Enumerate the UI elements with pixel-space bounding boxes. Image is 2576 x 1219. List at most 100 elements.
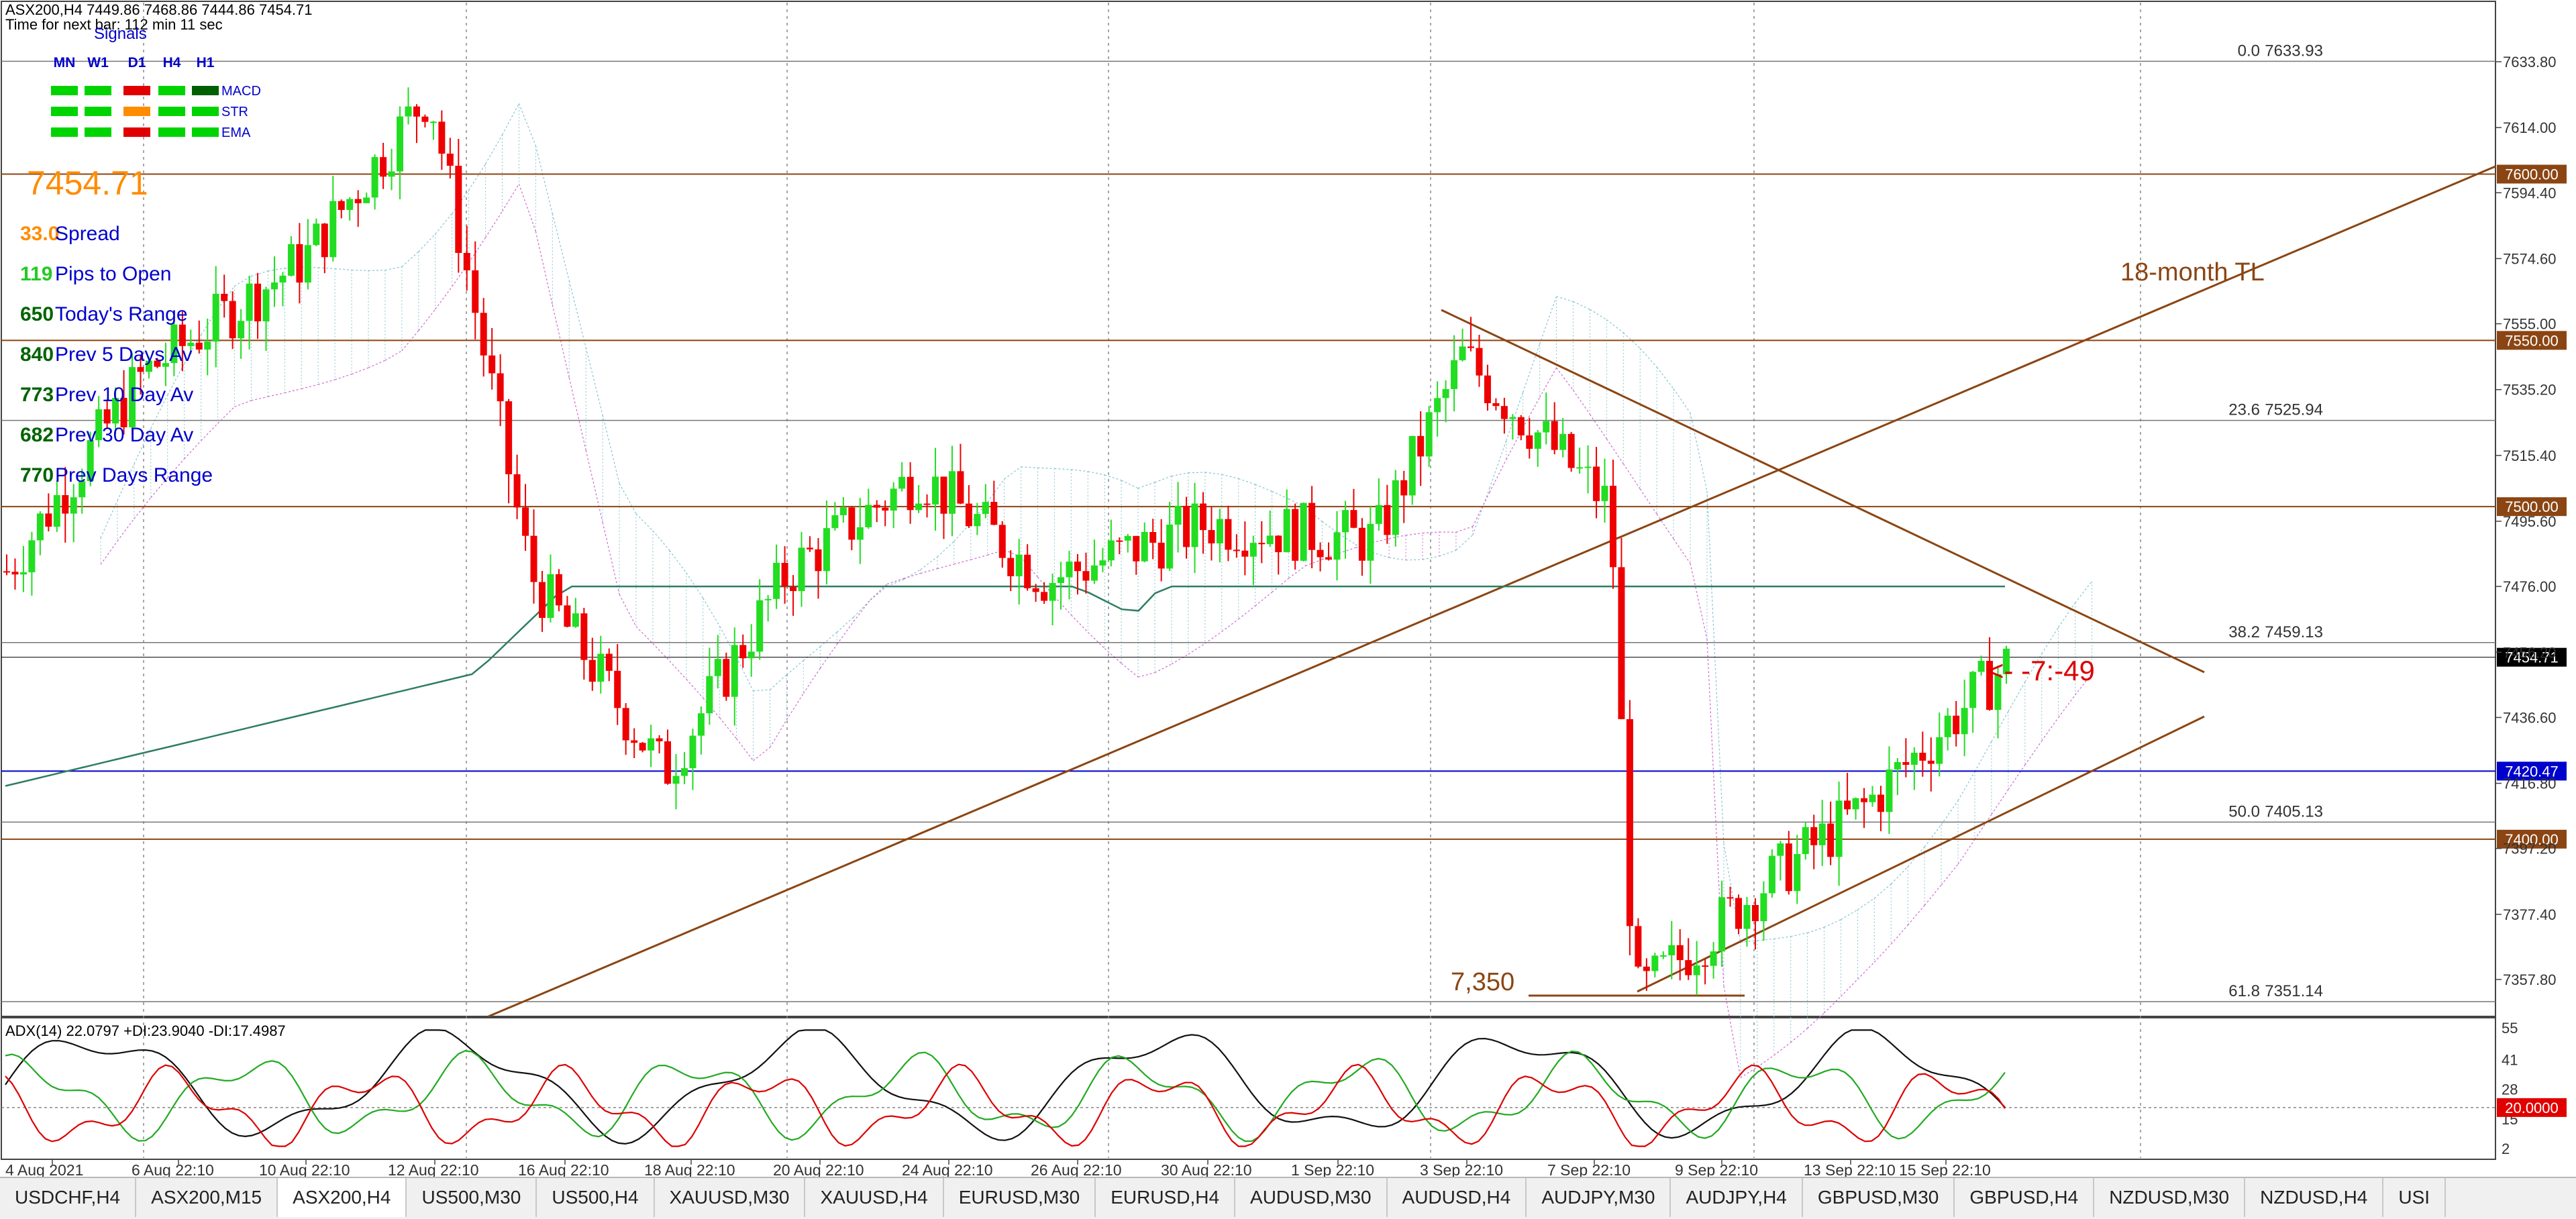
candle-body [1794, 854, 1800, 891]
candle-body [1007, 558, 1014, 576]
tab-nzdusd-h4[interactable]: NZDUSD,H4 [2245, 1178, 2383, 1217]
tab-nzdusd-m30[interactable]: NZDUSD,M30 [2094, 1178, 2245, 1217]
signal-cell [123, 127, 150, 137]
info-value: 840 [20, 343, 54, 366]
price-tick-label: 7416.80 [2503, 776, 2557, 792]
candle-body [957, 471, 964, 503]
candle-body [514, 474, 521, 508]
fib-level: 23.6 [2228, 401, 2260, 419]
candle-body [756, 600, 763, 652]
tab-usdchf-h4[interactable]: USDCHF,H4 [0, 1178, 136, 1217]
candle-body [706, 676, 713, 713]
candle-body [413, 107, 420, 117]
candle-body [765, 599, 772, 600]
tab-asx200-h4[interactable]: ASX200,H4 [278, 1178, 407, 1217]
candle-body [1241, 551, 1248, 557]
candle-body [1953, 716, 1959, 735]
time-tick-label: 3 Sep 22:10 [1420, 1161, 1503, 1177]
time-tick-label: 30 Aug 22:10 [1161, 1161, 1252, 1177]
price-tick-label: 7456.20 [2503, 644, 2557, 661]
candle-body [990, 502, 997, 525]
tab-eurusd-m30[interactable]: EURUSD,M30 [944, 1178, 1096, 1217]
candle-body [1643, 967, 1650, 971]
tab-us500-h4[interactable]: US500,H4 [537, 1178, 654, 1217]
candle-body [1200, 504, 1206, 531]
candle-body [1284, 509, 1290, 552]
candle-body [1727, 897, 1734, 898]
candle-body [999, 525, 1006, 558]
candle-body [313, 223, 319, 245]
tab-asx200-m15[interactable]: ASX200,M15 [136, 1178, 278, 1217]
candle-body [1928, 761, 1935, 764]
candle-body [1451, 360, 1457, 389]
fib-price: 7633.93 [2265, 42, 2323, 60]
candle-body [1308, 503, 1315, 550]
candle-body [246, 284, 253, 321]
candle-body [1853, 798, 1859, 810]
price-tick-label: 7436.60 [2503, 709, 2557, 726]
tab-eurusd-h4[interactable]: EURUSD,H4 [1096, 1178, 1235, 1217]
candle-body [940, 476, 947, 513]
candle-body [1735, 898, 1742, 929]
signal-cell [85, 127, 111, 137]
tab-xauusd-h4[interactable]: XAUUSD,H4 [805, 1178, 943, 1217]
candle-body [1376, 505, 1382, 524]
candle-body [1618, 567, 1625, 719]
candle-body [1275, 535, 1282, 552]
fib-level: 0.0 [2238, 42, 2260, 60]
candle-body [1969, 672, 1976, 708]
candle-body [1033, 588, 1039, 592]
candle-body [556, 574, 562, 606]
candle-body [1099, 560, 1106, 566]
signal-timeframe: H4 [163, 55, 181, 70]
candle-body [564, 605, 570, 627]
candle-body [1685, 960, 1692, 975]
time-tick-label: 4 Aug 2021 [5, 1161, 83, 1177]
candle-body [1886, 770, 1892, 812]
price-axis[interactable]: 7600.007550.007500.007454.717420.477400.… [2495, 54, 2567, 988]
candle-body [1233, 549, 1240, 551]
candle-body [823, 528, 830, 571]
candle-body [698, 713, 705, 735]
candle-body [1325, 558, 1332, 560]
candle-body [589, 660, 596, 682]
tab-gbpusd-m30[interactable]: GBPUSD,M30 [1803, 1178, 1955, 1217]
candle-body [497, 373, 504, 401]
candle-body [1543, 421, 1549, 433]
candle-body [606, 653, 613, 670]
candle-body [1861, 798, 1867, 802]
signal-cell [192, 127, 219, 137]
candle-body [1208, 530, 1215, 543]
tab-us500-m30[interactable]: US500,M30 [407, 1178, 537, 1217]
tab-audjpy-h4[interactable]: AUDJPY,H4 [1671, 1178, 1802, 1217]
candle-body [840, 507, 847, 515]
tab-usi[interactable]: USI [2383, 1178, 2446, 1217]
candle-body [137, 367, 144, 372]
candle-body [1585, 467, 1592, 468]
candle-body [1058, 577, 1064, 583]
candle-body [1459, 346, 1466, 360]
info-label: Prev 30 Day Av [55, 424, 193, 446]
candle-body [1492, 403, 1499, 406]
candle-body [279, 276, 286, 282]
info-value: 770 [20, 464, 54, 486]
candle-body [1342, 510, 1349, 532]
tab-audusd-h4[interactable]: AUDUSD,H4 [1388, 1178, 1527, 1217]
candle-body [20, 572, 27, 574]
tab-gbpusd-h4[interactable]: GBPUSD,H4 [1955, 1178, 2094, 1217]
candle-body [907, 477, 914, 511]
candle-body [1476, 348, 1482, 376]
candle-body [1602, 486, 1608, 501]
candle-body [1443, 389, 1449, 398]
tab-audjpy-m30[interactable]: AUDJPY,M30 [1527, 1178, 1671, 1217]
price-tick-label: 7535.20 [2503, 382, 2557, 399]
fib-price: 7525.94 [2265, 401, 2323, 419]
fib-price: 7351.14 [2265, 982, 2323, 1000]
tab-audusd-m30[interactable]: AUDUSD,M30 [1235, 1178, 1387, 1217]
time-tick-label: 10 Aug 22:10 [259, 1161, 350, 1177]
candle-body [848, 507, 855, 539]
tab-xauusd-m30[interactable]: XAUUSD,M30 [655, 1178, 806, 1217]
signal-cell [85, 107, 111, 116]
